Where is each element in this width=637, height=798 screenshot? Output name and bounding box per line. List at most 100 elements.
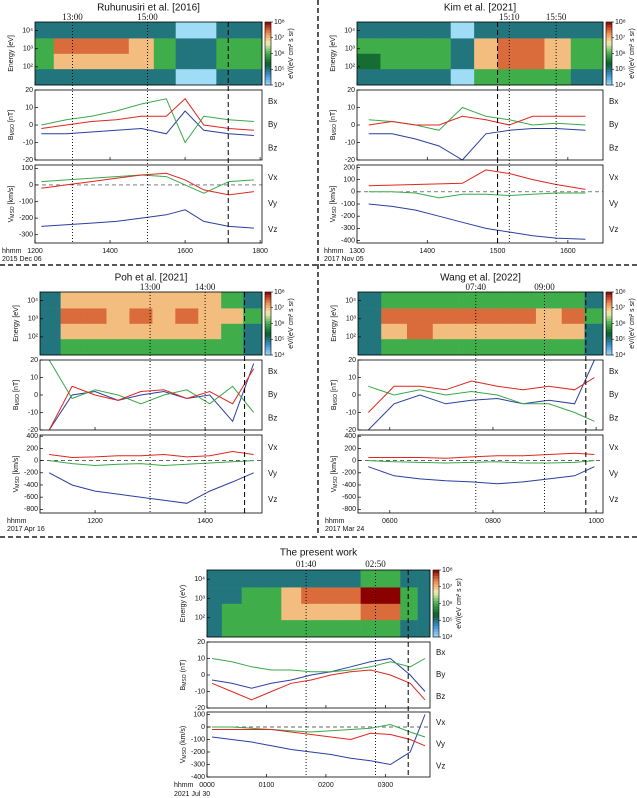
y-axis-label: VMSO[km/s] xyxy=(330,186,338,223)
legend-entry: Bz xyxy=(268,413,277,422)
colorbar-slice xyxy=(606,35,612,39)
time-marker-label: 01:40 xyxy=(296,559,317,569)
y-tick-label: -600 xyxy=(342,494,356,501)
panel-frame xyxy=(356,164,604,244)
y-axis-label-main: V xyxy=(13,487,20,492)
colorbar-slice xyxy=(265,307,271,311)
y-axis-label-main: V xyxy=(180,758,187,763)
heatmap-cell xyxy=(221,570,242,588)
y-axis-label-main: B xyxy=(330,135,337,140)
y-tick-label: -200 xyxy=(19,215,33,222)
colorbar-slice xyxy=(606,79,612,83)
heatmap-cell xyxy=(194,38,217,54)
heatmap-cell xyxy=(207,619,223,638)
y-axis-label-sub: MSO xyxy=(10,124,16,136)
y-tick-label: -20 xyxy=(23,157,33,164)
heatmap-cell xyxy=(243,308,263,324)
series-line xyxy=(49,450,254,459)
x-tick-label: 1400 xyxy=(419,248,435,255)
heatmap-cell xyxy=(53,53,80,70)
heatmap-cell xyxy=(241,619,262,638)
colorbar-slice xyxy=(606,66,612,70)
time-marker-label: 15:00 xyxy=(137,12,158,22)
legend-entry: Vx xyxy=(609,173,618,182)
colorbar-slice xyxy=(606,315,612,319)
time-marker-label: 07:40 xyxy=(466,282,487,292)
colorbar-slice xyxy=(606,336,612,340)
heatmap-cell xyxy=(128,53,155,70)
colorbar-tick-label: 10⁶ xyxy=(274,320,285,327)
heatmap-cell xyxy=(153,38,177,54)
heatmap-cell xyxy=(221,308,244,324)
colorbar-tick-label: 10⁶ xyxy=(442,600,453,607)
heatmap-cell xyxy=(497,68,522,86)
heatmap-cell xyxy=(78,38,105,54)
colorbar-slice xyxy=(265,43,271,46)
heatmap-cell xyxy=(152,308,176,324)
heatmap-cell xyxy=(103,68,130,86)
heatmap-cell xyxy=(216,38,242,54)
colorbar-slice xyxy=(265,326,271,330)
y-axis-label: Energy [eV] xyxy=(13,305,20,342)
colorbar-slice xyxy=(606,344,612,348)
series-line xyxy=(368,452,595,459)
colorbar-slice xyxy=(265,27,271,31)
heatmap-cell xyxy=(584,292,604,309)
heatmap-cell xyxy=(241,53,263,70)
heatmap-cell xyxy=(103,22,130,39)
y-tick-label: -800 xyxy=(24,506,38,513)
colorbar-slice xyxy=(606,307,612,311)
colorbar-slice xyxy=(606,305,612,309)
colorbar-label: eV/(eV cm² s sr) xyxy=(629,28,636,79)
series-line xyxy=(368,191,586,199)
heatmap-cell xyxy=(40,308,61,324)
heatmap-cell xyxy=(301,603,322,621)
y-tick-label: -400 xyxy=(342,482,356,489)
colorbar-slice xyxy=(265,299,271,303)
heatmap-cell xyxy=(261,587,282,604)
heatmap-cell xyxy=(35,68,55,86)
time-marker-label: 15:50 xyxy=(546,12,567,22)
colorbar-slice xyxy=(606,297,612,301)
colorbar-slice xyxy=(606,334,612,337)
colorbar-slice xyxy=(265,318,271,322)
y-tick-label: -10 xyxy=(28,409,38,416)
y-tick-label: 20 xyxy=(25,87,33,94)
colorbar-slice xyxy=(606,64,612,67)
x-tick-label: 1400 xyxy=(197,518,213,525)
x-tick-label: 1600 xyxy=(177,248,193,255)
colorbar-slice xyxy=(606,352,612,356)
legend-entry: By xyxy=(436,670,445,679)
heatmap-cell xyxy=(175,323,199,340)
x-axis-label: hhmm xyxy=(324,248,344,255)
colorbar-label: eV/(eV cm² s sr) xyxy=(456,578,463,629)
heatmap-cell xyxy=(570,68,604,86)
heatmap-cell xyxy=(301,619,322,638)
y-axis-label: BMSO [nT] xyxy=(13,380,21,410)
heatmap-cell xyxy=(60,338,84,356)
heatmap-cell xyxy=(544,22,572,39)
colorbar-slice xyxy=(433,572,439,576)
panel-frame xyxy=(206,641,431,709)
panel-frame xyxy=(356,89,604,161)
series-line xyxy=(368,115,586,126)
series-line xyxy=(49,460,254,467)
x-tick-label: 1000 xyxy=(588,518,604,525)
y-tick-label: 0 xyxy=(351,122,355,129)
heatmap-cell xyxy=(175,338,199,356)
colorbar-slice xyxy=(606,50,612,54)
legend-entry: Bz xyxy=(436,692,445,701)
heatmap-cell xyxy=(407,308,434,324)
legend-entry: Vy xyxy=(609,199,618,208)
colorbar-slice xyxy=(265,29,271,33)
heatmap-cell xyxy=(584,338,604,356)
heatmap-cell xyxy=(340,603,361,621)
heatmap-cell xyxy=(484,323,511,340)
heatmap-cell xyxy=(535,308,563,324)
heatmap-cell xyxy=(417,619,431,638)
colorbar-slice xyxy=(265,58,271,62)
heatmap-cell xyxy=(152,338,176,356)
heatmap-cell xyxy=(400,603,418,621)
heatmap-cell xyxy=(175,38,195,54)
heatmap-cell xyxy=(403,53,428,70)
